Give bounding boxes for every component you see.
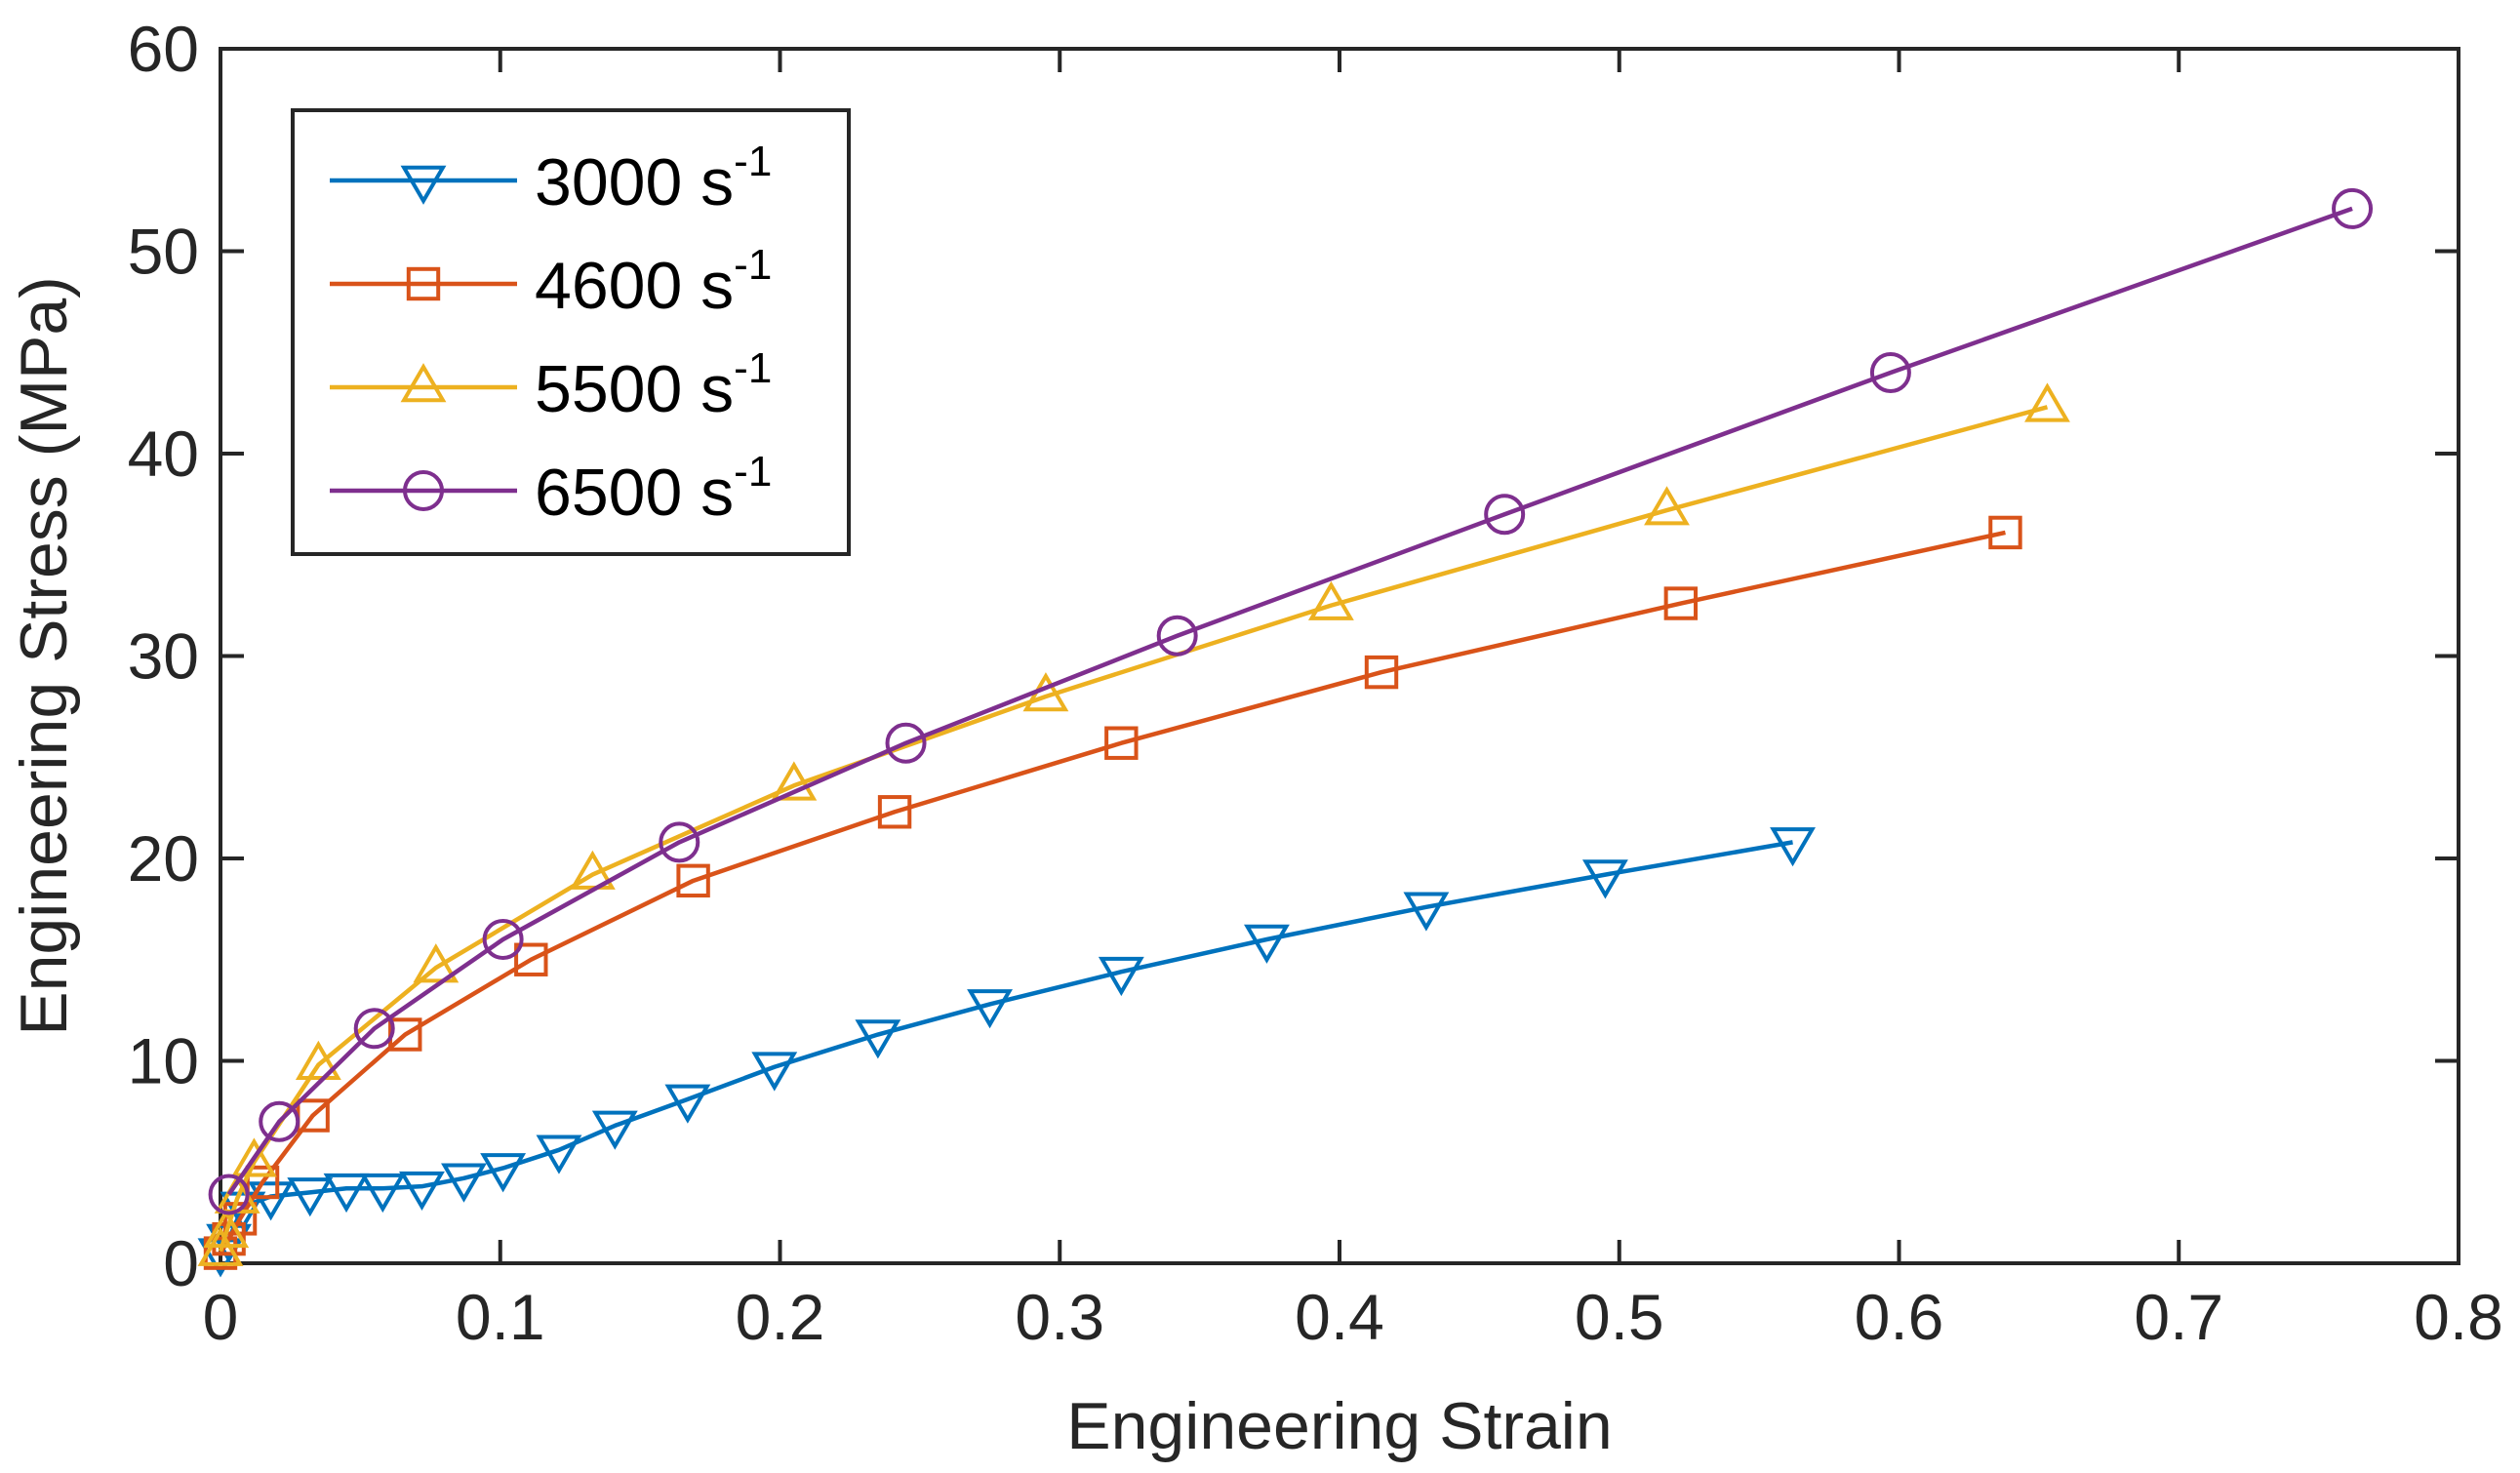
data-point	[771, 761, 818, 801]
data-point	[855, 1019, 901, 1059]
legend-label: 5500 s-1	[535, 344, 772, 426]
x-axis-label: Engineering Strain	[1066, 1389, 1612, 1463]
y-axis-label: Engineering Stress (MPa)	[7, 276, 81, 1036]
data-point	[400, 165, 447, 205]
data-point	[536, 1135, 582, 1174]
data-point	[406, 266, 441, 301]
data-point	[413, 943, 460, 983]
series-4600	[203, 515, 2022, 1270]
y-tick-label: 40	[128, 418, 199, 490]
data-point	[203, 1209, 250, 1249]
data-point	[1244, 924, 1290, 964]
x-tick-label: 0.7	[2134, 1281, 2223, 1353]
data-point	[1403, 892, 1450, 932]
series-line	[218, 405, 2049, 1253]
data-point	[751, 1052, 798, 1092]
data-point	[1156, 615, 1198, 657]
legend-entry: 6500 s-1	[330, 448, 772, 530]
series-6500	[208, 187, 2374, 1215]
series-line	[226, 206, 2353, 1196]
data-point	[1581, 859, 1628, 899]
data-point	[885, 722, 927, 764]
legend-label: 6500 s-1	[535, 448, 772, 530]
plot-area: 0 0.1 0.2 0.3 0.4 0.5 0.6 0.7 0.8 0 10 20 30 40 50 60 En…	[7, 13, 2503, 1463]
legend-label: 3000 s-1	[535, 138, 772, 219]
data-point	[1104, 726, 1139, 760]
y-tick-label: 20	[128, 822, 199, 895]
y-tick-label: 50	[128, 216, 199, 288]
data-point	[245, 1165, 280, 1200]
data-point	[482, 919, 524, 960]
data-point	[359, 1173, 406, 1214]
data-point	[659, 821, 700, 863]
legend-box	[291, 108, 851, 556]
data-point	[664, 1084, 711, 1124]
x-tick-label: 0.6	[1855, 1281, 1944, 1353]
data-point	[287, 1177, 334, 1217]
x-tick-label: 0.1	[456, 1281, 545, 1353]
x-tick-label: 0.4	[1295, 1281, 1384, 1353]
data-point	[591, 1110, 638, 1150]
data-point	[1098, 956, 1144, 997]
legend-entry: 5500 s-1	[330, 344, 772, 426]
y-tick-label: 10	[128, 1025, 199, 1097]
data-point	[248, 1181, 295, 1221]
data-point	[259, 1100, 300, 1142]
data-point	[353, 1008, 395, 1050]
data-point	[1364, 655, 1399, 690]
legend-entry: 3000 s-1	[330, 138, 772, 219]
data-point	[1988, 515, 2022, 550]
legend: 3000 s-1 4600 s-1 5500 s-1 6500 s-1	[291, 108, 851, 556]
legend-label: 4600 s-1	[535, 241, 772, 323]
data-point	[1770, 827, 1816, 867]
data-point	[1869, 352, 1911, 393]
x-tick-label: 0.2	[736, 1281, 825, 1353]
data-point	[1663, 586, 1699, 620]
data-point	[2332, 187, 2374, 229]
y-tick-label: 60	[128, 13, 199, 85]
data-point	[295, 1040, 341, 1080]
data-point	[441, 1163, 487, 1203]
data-point	[967, 989, 1013, 1029]
x-tick-label: 0	[203, 1281, 239, 1353]
data-point	[230, 1137, 277, 1177]
x-tick-label: 0.3	[1015, 1281, 1104, 1353]
data-point	[480, 1153, 527, 1193]
data-point	[1307, 580, 1354, 620]
data-point	[877, 795, 912, 829]
data-point	[676, 863, 710, 898]
data-point	[208, 1174, 250, 1215]
data-point	[514, 942, 548, 976]
legend-entry: 4600 s-1	[330, 241, 772, 323]
x-tick-label: 0.8	[2414, 1281, 2503, 1353]
data-point	[2024, 382, 2070, 422]
data-point	[1644, 486, 1690, 526]
series-5500	[197, 382, 2070, 1266]
data-point	[400, 363, 447, 403]
data-point	[323, 1173, 370, 1214]
series-line	[219, 530, 2006, 1254]
data-point	[403, 470, 444, 511]
y-tick-label: 0	[163, 1227, 199, 1299]
data-point	[399, 1171, 445, 1212]
data-point	[1484, 494, 1526, 536]
y-tick-label: 30	[128, 620, 199, 693]
x-tick-label: 0.5	[1575, 1281, 1664, 1353]
